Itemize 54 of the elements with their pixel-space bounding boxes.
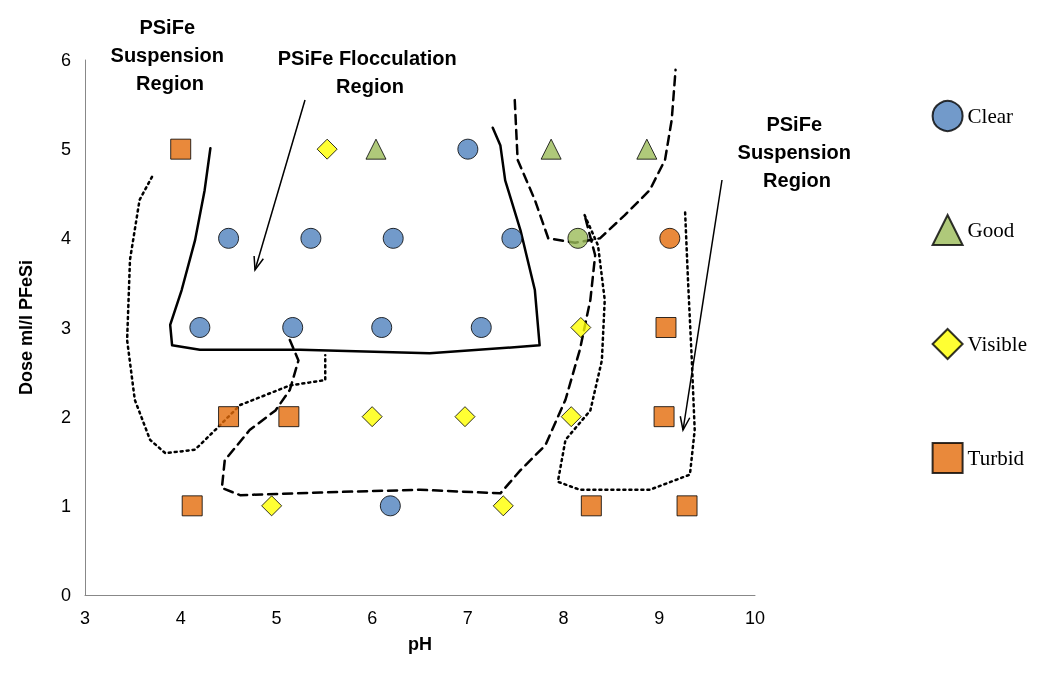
y-tick-label: 6 [60, 50, 71, 70]
point [282, 317, 304, 338]
x-tick-label: 6 [367, 608, 378, 628]
point [261, 495, 283, 517]
point [181, 495, 203, 517]
point [300, 227, 322, 249]
point [676, 495, 698, 517]
annotation: PSiFe Suspension Region [737, 113, 857, 191]
x-tick-label: 3 [79, 608, 91, 628]
y-tick-label: 5 [60, 139, 71, 160]
y-tick-label: 4 [60, 228, 71, 249]
x-tick-label: 8 [558, 608, 569, 628]
point [567, 227, 589, 249]
x-tick-label: 5 [271, 608, 282, 628]
point [492, 495, 514, 517]
point [170, 138, 192, 160]
point [653, 406, 675, 428]
point [218, 227, 240, 249]
x-axis-title: pH [408, 634, 432, 654]
y-tick-label: 3 [60, 317, 71, 338]
legend-label: Good [967, 218, 1015, 242]
y-tick-label: 0 [60, 585, 71, 605]
point [457, 138, 479, 160]
point [636, 138, 658, 160]
legend-label: Turbid [967, 446, 1025, 470]
point [501, 227, 523, 249]
point [659, 227, 681, 249]
x-tick-label: 10 [744, 608, 766, 628]
point [361, 406, 383, 428]
point [382, 227, 404, 249]
x-tick-label: 9 [654, 608, 665, 628]
legend-label: Visible [967, 332, 1028, 356]
point [278, 406, 300, 428]
legend-label: Clear [967, 104, 1014, 128]
point [570, 317, 592, 338]
point [379, 495, 401, 517]
point [560, 406, 582, 428]
x-tick-label: 4 [175, 608, 186, 628]
point [540, 138, 562, 160]
point [580, 495, 602, 517]
point [316, 138, 338, 160]
x-tick-label: 7 [462, 608, 473, 628]
y-tick-label: 2 [60, 406, 71, 427]
point [655, 317, 677, 338]
point [365, 138, 387, 160]
annotation: PSiFe Flocculation Region [277, 47, 463, 97]
annotation: PSiFe Suspension Region [110, 16, 230, 94]
point [218, 406, 240, 428]
y-tick-label: 1 [60, 495, 71, 516]
point [454, 406, 476, 428]
point [189, 317, 211, 338]
point [470, 317, 492, 338]
point [371, 317, 393, 338]
y-axis-title: Dose ml/l PFeSi [16, 259, 36, 396]
